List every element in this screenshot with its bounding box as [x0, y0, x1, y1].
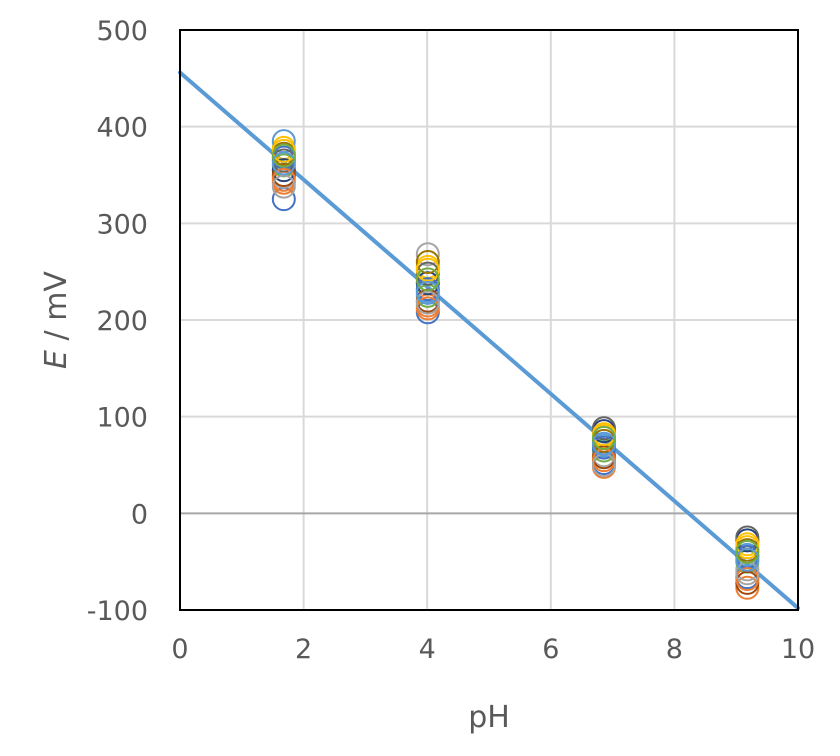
y-tick-label: -100 [87, 596, 148, 627]
y-axis-label-symbol: E [39, 350, 74, 369]
data-point [415, 280, 440, 305]
data-point [271, 167, 296, 192]
y-tick-label: 0 [131, 499, 148, 530]
data-point [271, 158, 296, 183]
x-tick-label: 0 [171, 634, 188, 665]
x-tick-label: 2 [295, 634, 312, 665]
x-tick-label: 6 [542, 634, 559, 665]
data-point [415, 296, 440, 321]
data-point [415, 290, 440, 315]
data-point [415, 257, 440, 282]
data-point [735, 532, 760, 557]
plot-frame [179, 29, 799, 611]
x-axis-label: pH [468, 700, 510, 735]
data-point [415, 242, 440, 267]
y-tick-label: 300 [96, 209, 148, 240]
data-points [271, 129, 760, 600]
data-point [271, 138, 296, 163]
data-point [415, 250, 440, 274]
data-point [415, 267, 440, 292]
data-point [271, 151, 296, 176]
data-point [735, 547, 760, 572]
y-axis-label: E / mV [39, 271, 74, 369]
y-tick-label: 100 [96, 403, 148, 434]
data-point [735, 575, 760, 600]
data-point [271, 174, 296, 199]
y-axis-label-unit: / mV [39, 271, 74, 350]
data-point [591, 425, 616, 450]
data-point [735, 567, 760, 592]
data-point [591, 431, 616, 456]
x-tick-label: 10 [781, 634, 815, 665]
data-point [591, 416, 616, 441]
data-point [271, 143, 296, 168]
x-tick-label: 4 [419, 634, 436, 665]
y-tick-label: 500 [96, 16, 148, 47]
tick-labels: 0 2 4 6 8 10 -100 0 100 200 300 400 500 [87, 16, 815, 665]
data-point [735, 540, 760, 564]
y-tick-label: 400 [96, 113, 148, 144]
x-tick-label: 8 [666, 634, 683, 665]
y-tick-label: 200 [96, 306, 148, 337]
